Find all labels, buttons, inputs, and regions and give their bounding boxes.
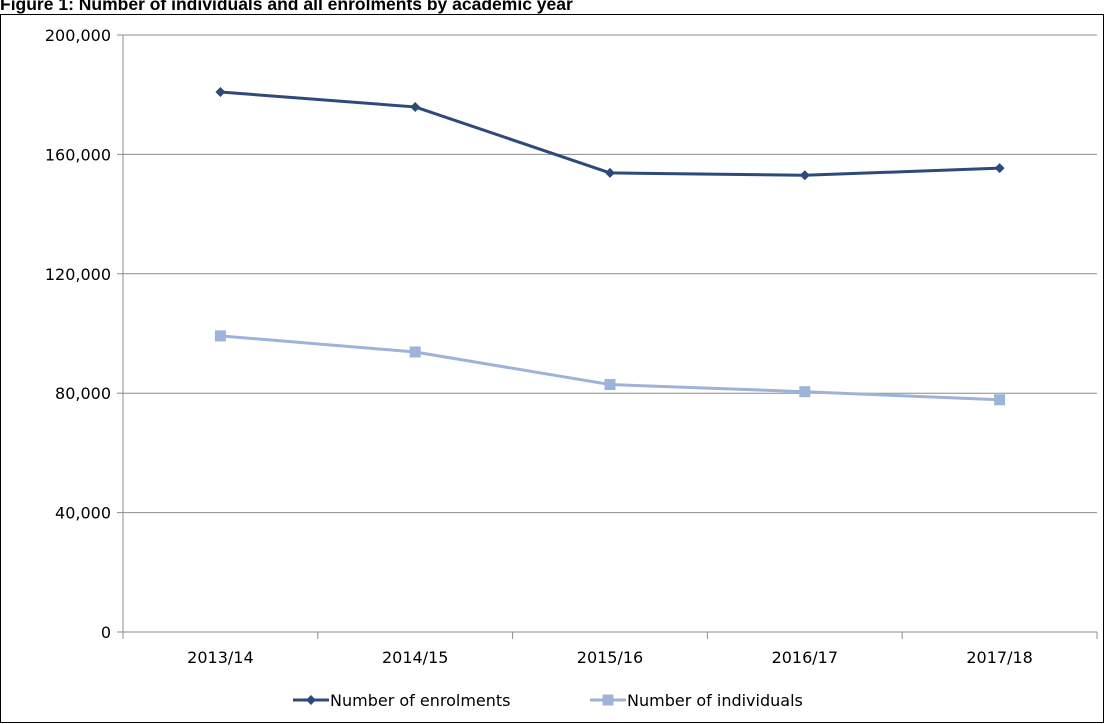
legend-item: Number of individuals: [590, 691, 803, 710]
legend: Number of enrolments Number of individual…: [293, 691, 803, 710]
data-point: [994, 394, 1006, 406]
series-line: [220, 334, 1000, 402]
data-point: [994, 163, 1005, 174]
y-tick-label: 200,000: [45, 26, 111, 45]
x-tick-label: 2017/18: [966, 648, 1032, 667]
y-axis-ticks: 0 40,000 80,000 120,000 160,000 200,000: [45, 26, 123, 642]
data-point: [605, 167, 615, 178]
legend-swatch-marker: [306, 695, 316, 705]
series-lines: [214, 87, 1006, 406]
x-tick-label: 2015/16: [577, 648, 643, 667]
data-point: [409, 346, 421, 358]
data-point: [799, 170, 810, 181]
data-point: [604, 379, 616, 391]
x-tick-label: 2014/15: [382, 648, 448, 667]
data-point: [799, 386, 811, 398]
series-2: [214, 330, 1006, 406]
y-tick-label: 40,000: [55, 504, 111, 523]
data-point: [214, 330, 226, 342]
chart-title: Figure 1: Number of individuals and all …: [0, 0, 573, 14]
gridlines: [123, 34, 1097, 514]
series-1: [215, 87, 1005, 181]
y-tick-label: 160,000: [45, 145, 111, 164]
legend-swatch-marker: [602, 694, 614, 706]
data-point: [215, 87, 226, 98]
series-line: [220, 90, 1000, 177]
axes: [122, 35, 1097, 633]
chart-border: [0, 14, 1104, 723]
y-tick-label: 0: [101, 623, 111, 642]
data-point: [410, 101, 421, 112]
legend-item: Number of enrolments: [293, 691, 511, 710]
x-axis-ticks: 2013/14 2014/15 2015/16 2016/17 2017/18: [122, 632, 1098, 667]
x-tick-label: 2013/14: [187, 648, 253, 667]
legend-label: Number of enrolments: [330, 691, 511, 710]
legend-label: Number of individuals: [627, 691, 803, 710]
y-tick-label: 120,000: [45, 265, 111, 284]
x-tick-label: 2016/17: [772, 648, 838, 667]
y-tick-label: 80,000: [55, 384, 111, 403]
